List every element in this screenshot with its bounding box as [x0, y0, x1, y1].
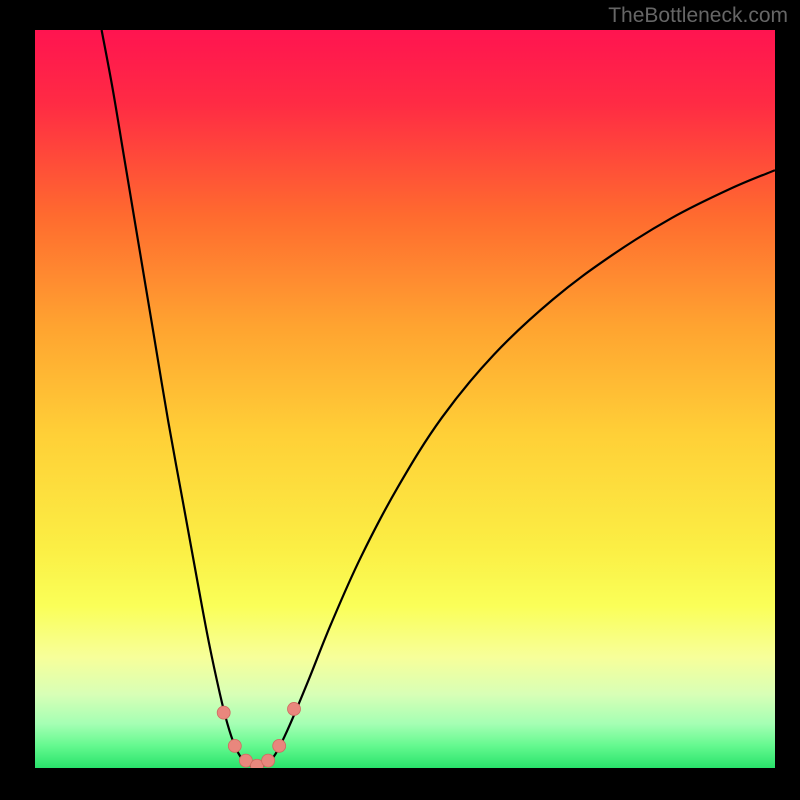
curve-layer — [35, 30, 775, 768]
marker-point — [288, 702, 301, 715]
curve-left-branch — [102, 30, 257, 768]
marker-point — [228, 739, 241, 752]
plot-area — [35, 30, 775, 768]
bottleneck-markers — [217, 702, 300, 768]
watermark-text: TheBottleneck.com — [608, 4, 788, 28]
marker-point — [217, 706, 230, 719]
marker-point — [262, 754, 275, 767]
marker-point — [273, 739, 286, 752]
curve-right-branch — [257, 170, 775, 768]
